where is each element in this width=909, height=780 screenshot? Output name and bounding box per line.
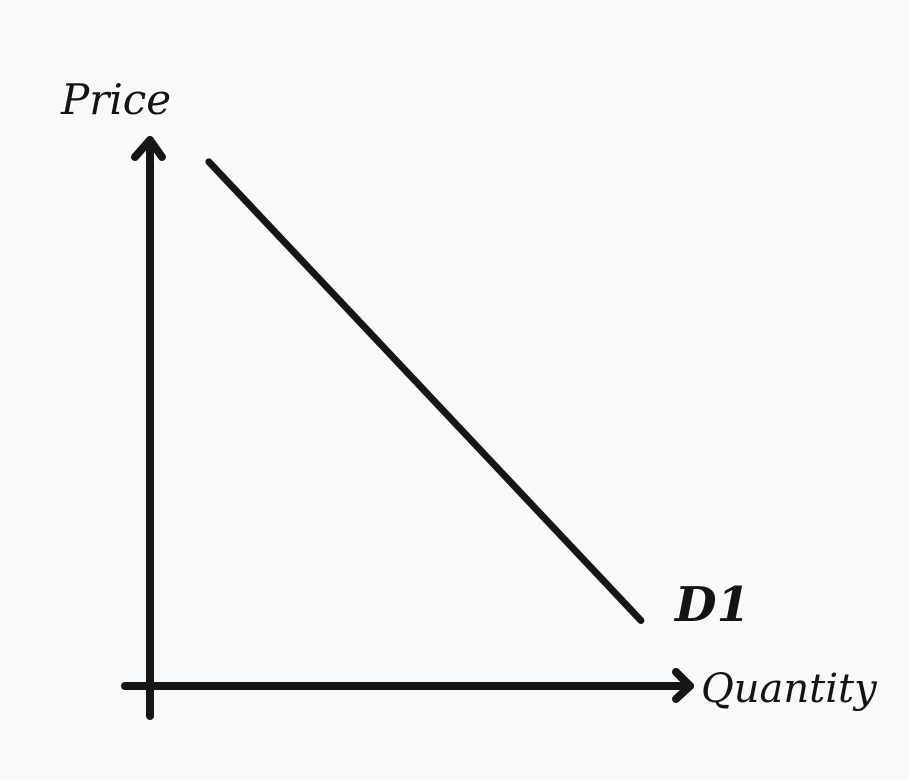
series-label-d1: D1 <box>673 577 750 633</box>
series-line-d1 <box>205 158 645 624</box>
x-axis-arrowhead <box>672 668 694 703</box>
x-axis-label: Quantity <box>701 666 878 712</box>
y-axis-label: Price <box>60 75 171 124</box>
y-axis-arrowhead <box>131 136 166 161</box>
